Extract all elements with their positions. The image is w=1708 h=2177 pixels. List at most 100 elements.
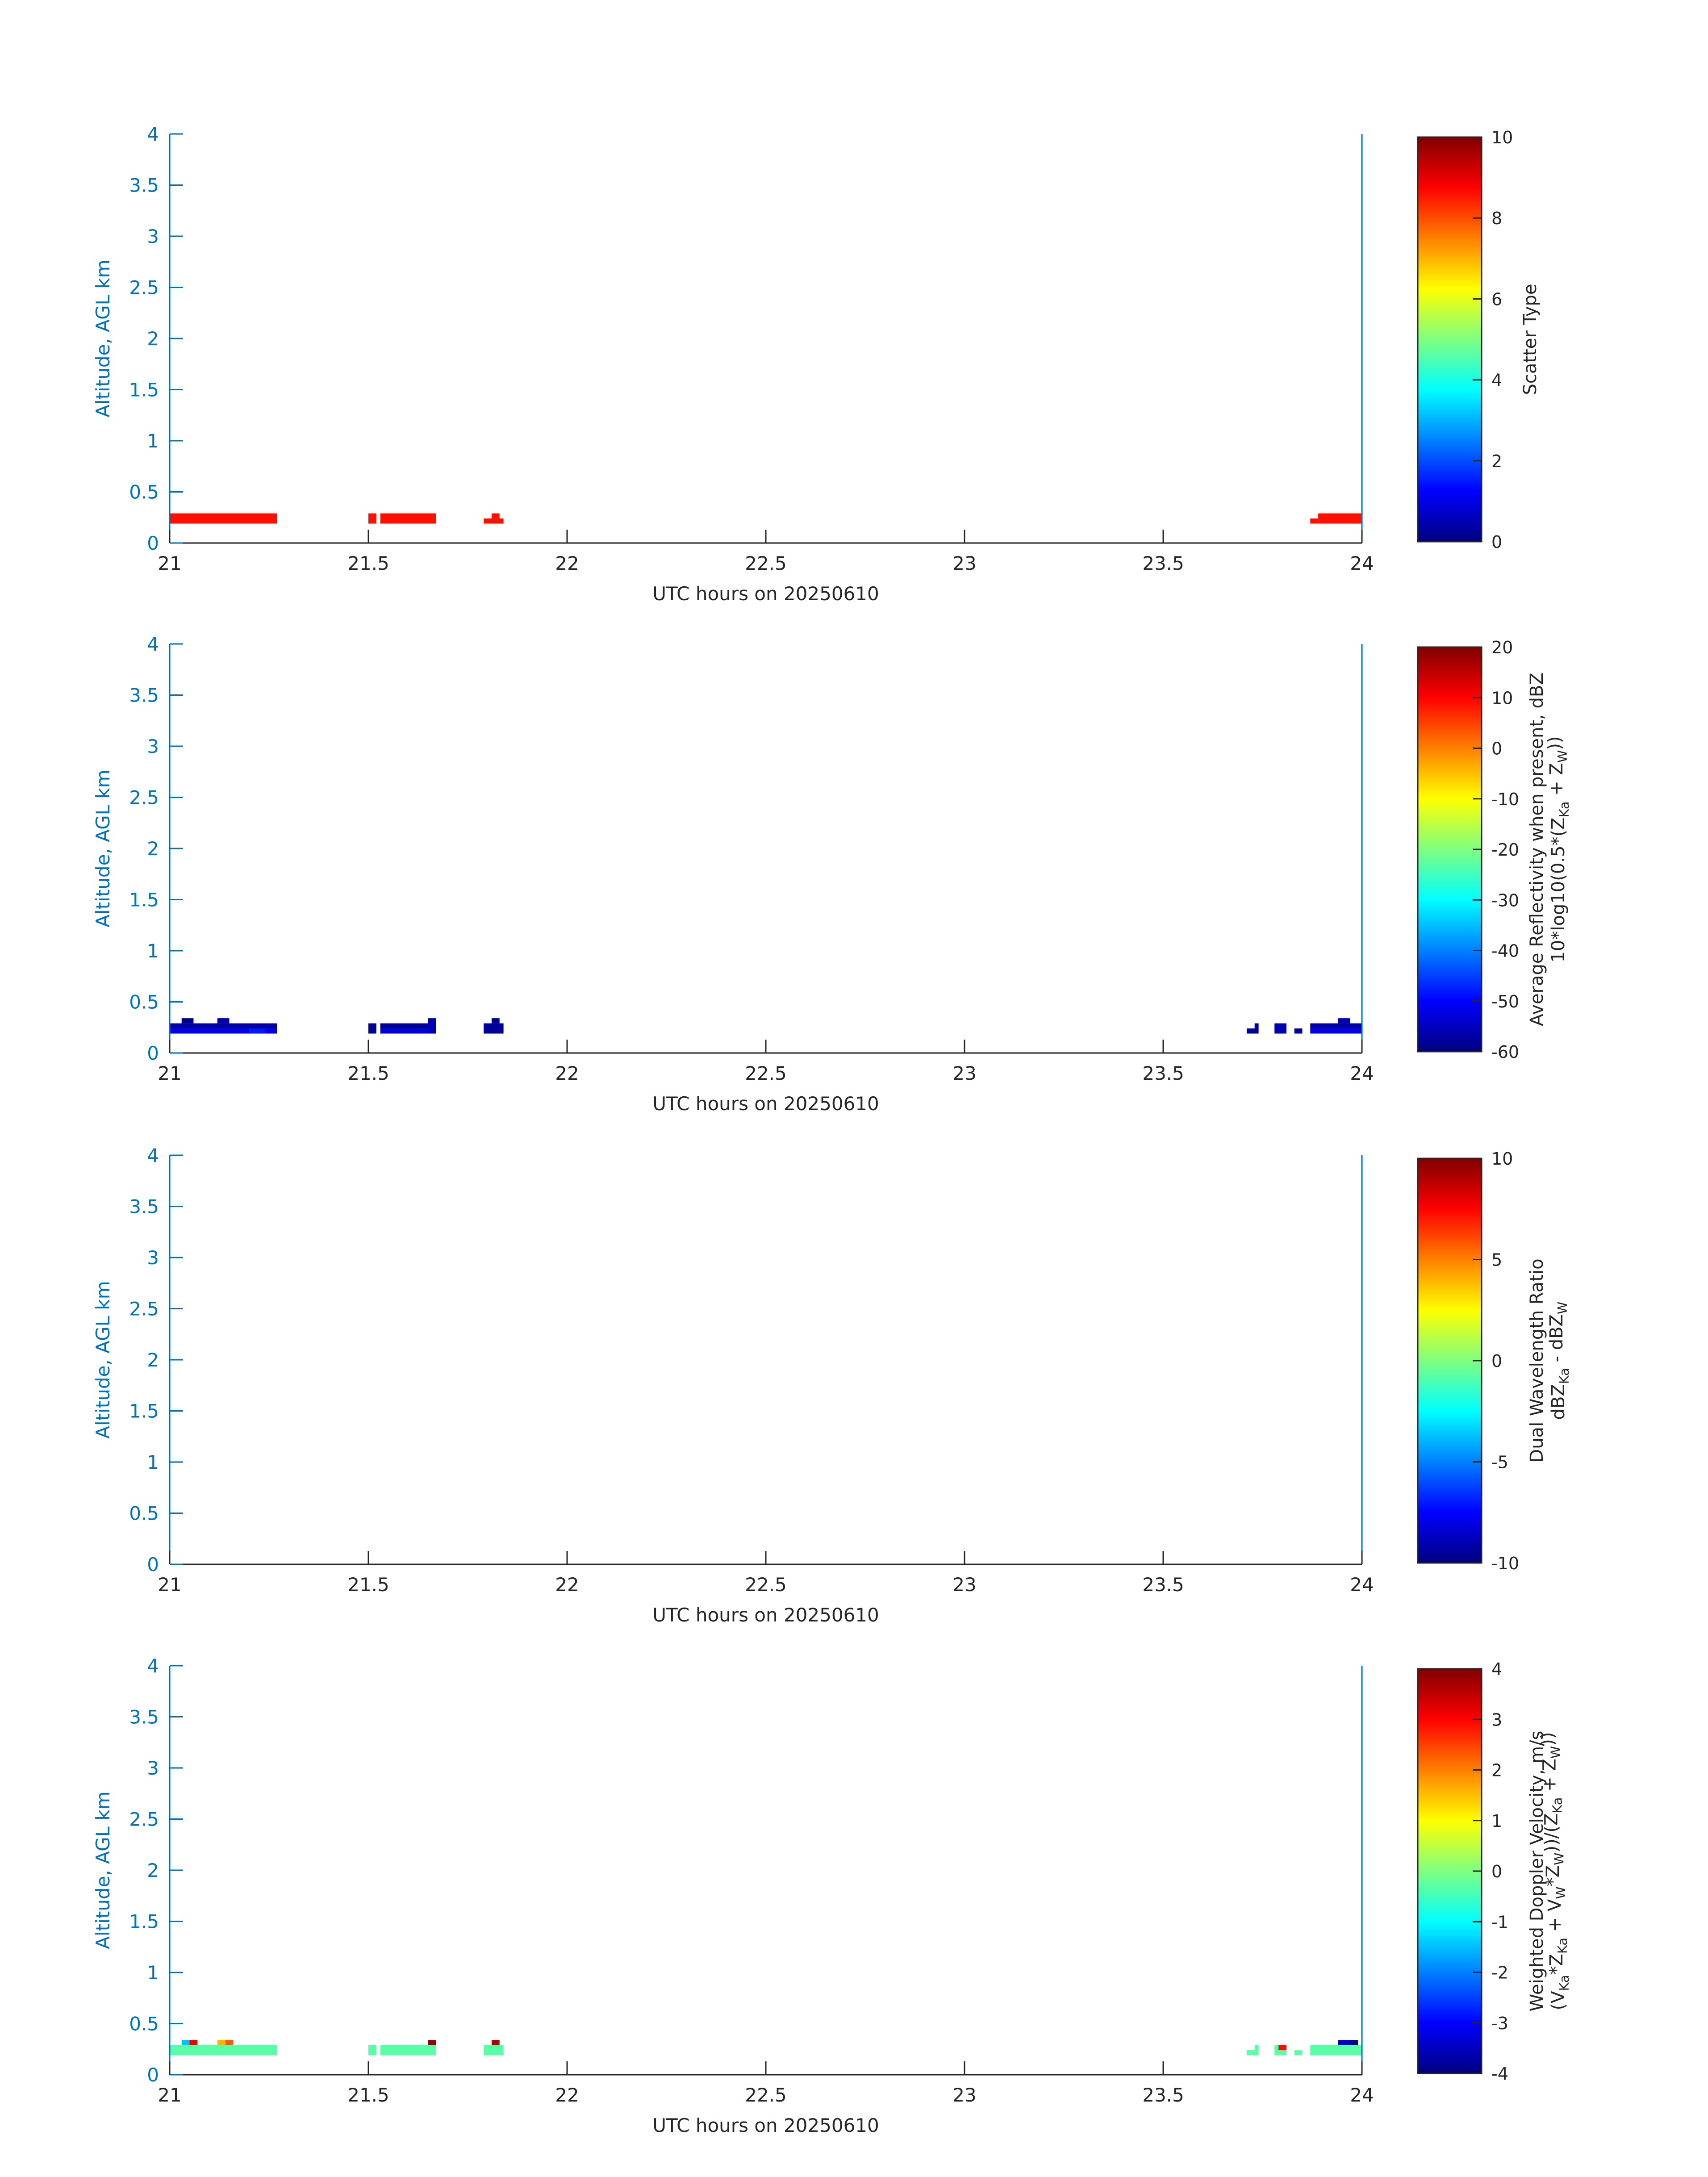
y-tick-label: 2.5 (129, 787, 159, 809)
x-axis-label: UTC hours on 20250610 (652, 2114, 879, 2136)
data-cell (380, 2045, 436, 2056)
x-tick-label: 23.5 (1142, 2084, 1184, 2106)
y-tick-label: 3 (147, 1757, 159, 1779)
data-cell (1310, 2045, 1362, 2056)
y-tick-label: 1 (147, 1962, 159, 1984)
y-tick-label: 0 (147, 1042, 159, 1064)
x-tick-label: 22.5 (745, 1574, 787, 1596)
x-tick-label: 24 (1350, 1574, 1374, 1596)
colorbar-label: dBZKa - dBZW (1546, 1302, 1572, 1420)
y-tick-label: 3.5 (129, 1196, 159, 1218)
x-axis-label: UTC hours on 20250610 (652, 1604, 879, 1626)
colorbar-tick-label: -50 (1491, 992, 1519, 1011)
y-tick-label: 4 (147, 1145, 159, 1166)
data-cell (491, 513, 500, 519)
data-cell (1274, 1023, 1286, 1034)
y-tick-label: 3 (147, 735, 159, 757)
y-tick-label: 1.5 (129, 1400, 159, 1422)
data-cell (1254, 1023, 1259, 1029)
colorbar-tick-label: -5 (1491, 1453, 1508, 1472)
y-tick-label: 1.5 (129, 379, 159, 401)
data-cell (1350, 2040, 1358, 2045)
data-cell (249, 1028, 265, 1034)
colorbar-label: Weighted Doppler Velocity, m/s (1527, 1731, 1547, 2012)
data-cell (1294, 1028, 1303, 1034)
data-cell (1254, 2045, 1259, 2051)
y-tick-label: 0 (147, 2064, 159, 2086)
y-tick-label: 2.5 (129, 277, 159, 299)
data-cell (170, 1023, 277, 1029)
y-tick-label: 3 (147, 1247, 159, 1269)
data-cell (484, 1023, 504, 1034)
x-tick-label: 23 (952, 552, 976, 574)
y-tick-label: 1 (147, 940, 159, 962)
colorbar-label: Average Reflectivity when present, dBZ (1527, 673, 1547, 1026)
data-cell (484, 2045, 504, 2056)
data-cell (380, 513, 436, 524)
data-cell (1294, 2050, 1303, 2056)
x-tick-label: 22 (555, 1062, 579, 1084)
colorbar-frame (1417, 136, 1482, 543)
data-cell (1310, 1023, 1362, 1029)
data-cell (181, 1018, 194, 1024)
colorbar-tick-label: 10 (1491, 128, 1513, 147)
colorbar-tick-label: -30 (1491, 890, 1519, 910)
data-cell (1246, 1028, 1259, 1034)
colorbar-tick-label: -10 (1491, 1554, 1519, 1573)
colorbar-tick-label: 4 (1491, 1659, 1502, 1679)
x-tick-label: 22.5 (745, 552, 787, 574)
colorbar-label: Dual Wavelength Ratio (1527, 1258, 1547, 1462)
y-tick-label: 1 (147, 1451, 159, 1473)
y-tick-label: 3.5 (129, 685, 159, 706)
x-tick-label: 22 (555, 1574, 579, 1596)
colorbar (1418, 1669, 1482, 2073)
data-cell (181, 2040, 190, 2045)
y-tick-label: 0.5 (129, 1503, 159, 1525)
colorbar (1418, 1158, 1482, 1563)
data-cell (1338, 2040, 1350, 2045)
colorbar-tick-label: 5 (1491, 1250, 1502, 1270)
colorbar (1418, 137, 1482, 542)
data-cell (225, 2040, 234, 2045)
colorbar-tick-label: 20 (1491, 638, 1513, 657)
colorbar-tick-label: 1 (1491, 1811, 1502, 1831)
x-tick-label: 23 (952, 2084, 976, 2106)
x-tick-label: 22.5 (745, 1062, 787, 1084)
y-tick-label: 4 (147, 633, 159, 655)
data-cell (1310, 1028, 1362, 1034)
data-cell (1278, 2045, 1286, 2051)
y-tick-label: 3.5 (129, 1706, 159, 1728)
y-axis-label: Altitude, AGL km (92, 1791, 114, 1949)
x-tick-label: 21.5 (347, 1062, 389, 1084)
data-cell (217, 2040, 226, 2045)
colorbar-tick-label: 3 (1491, 1710, 1502, 1730)
colorbar-tick-label: 0 (1491, 1351, 1502, 1371)
x-axis-label: UTC hours on 20250610 (652, 583, 879, 605)
x-tick-label: 21.5 (347, 1574, 389, 1596)
data-cell (428, 1018, 436, 1034)
x-tick-label: 21.5 (347, 2084, 389, 2106)
x-tick-label: 21 (158, 552, 181, 574)
x-tick-label: 21 (158, 1574, 181, 1596)
y-tick-label: 0.5 (129, 991, 159, 1013)
y-axis-label: Altitude, AGL km (92, 259, 114, 417)
colorbar-tick-label: -60 (1491, 1042, 1519, 1062)
x-tick-label: 23.5 (1142, 552, 1184, 574)
x-tick-label: 23 (952, 1062, 976, 1084)
data-cell (217, 1018, 230, 1024)
data-cell (491, 1018, 500, 1024)
y-tick-label: 0 (147, 1554, 159, 1575)
colorbar-tick-label: 0 (1491, 532, 1502, 552)
data-cell (368, 2045, 376, 2056)
data-cell (1338, 1018, 1350, 1024)
y-tick-label: 4 (147, 123, 159, 145)
data-cell (368, 1023, 376, 1034)
x-tick-label: 22 (555, 2084, 579, 2106)
colorbar-tick-label: -1 (1491, 1912, 1508, 1932)
colorbar-tick-label: -2 (1491, 1963, 1508, 1983)
y-tick-label: 2.5 (129, 1809, 159, 1830)
